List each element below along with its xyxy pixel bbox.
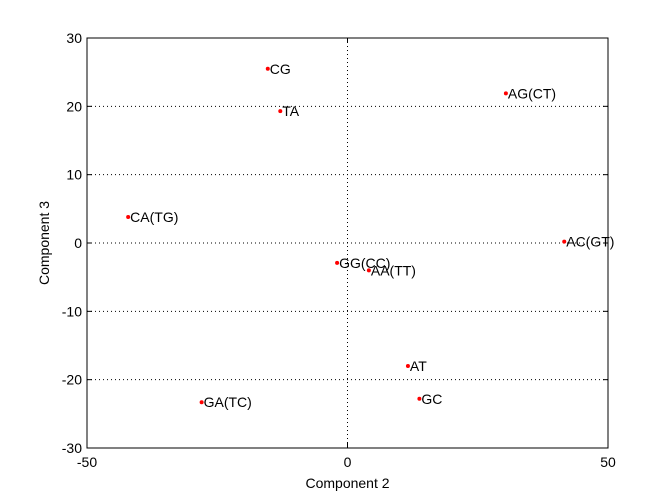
point-label: TA	[282, 103, 300, 119]
x-tick-label: -50	[77, 454, 97, 470]
tick-labels: -30 -20 -10 0 10 20 30 -50 0 50	[62, 30, 616, 470]
y-tick-label: -20	[62, 372, 82, 388]
y-axis-label: Component 3	[36, 201, 52, 285]
point-marker	[366, 268, 371, 273]
x-tick-label: 50	[600, 454, 616, 470]
data-point: AC(GT)	[562, 234, 614, 250]
point-marker	[265, 66, 270, 71]
point-marker	[417, 396, 422, 401]
point-marker	[405, 364, 410, 368]
y-tick-label: -30	[62, 440, 82, 456]
x-tick-label: 0	[344, 454, 352, 470]
point-marker	[278, 109, 283, 114]
grid-lines	[87, 38, 608, 448]
point-label: GG(CC)	[339, 255, 390, 271]
y-tick-label: -10	[62, 303, 82, 319]
point-label: AC(GT)	[566, 234, 614, 250]
data-point: GC	[417, 391, 442, 407]
y-tick-label: 10	[66, 167, 82, 183]
point-label: AT	[410, 358, 427, 374]
data-point: AT	[405, 358, 427, 374]
point-label: GA(TC)	[204, 394, 252, 410]
point-label: AA(TT)	[371, 262, 416, 278]
data-point: CG	[265, 61, 291, 77]
data-points: CG TA AG(CT) CA(TG) AC(GT) GG(CC)AA(TT) AT GC GA…	[126, 61, 614, 410]
point-marker	[335, 260, 340, 265]
point-label: AG(CT)	[508, 85, 556, 101]
point-marker	[503, 91, 508, 96]
point-marker	[199, 400, 204, 405]
data-point: CA(TG)	[126, 209, 178, 225]
y-tick-label: 30	[66, 30, 82, 46]
point-marker	[126, 215, 131, 220]
point-label: GC	[421, 391, 442, 407]
data-point: AG(CT)	[503, 85, 556, 101]
y-tick-label: 20	[66, 98, 82, 114]
y-tick-label: 0	[74, 235, 82, 251]
point-label: CG	[270, 61, 291, 77]
data-point: AA(TT)	[366, 262, 416, 278]
data-point: TA	[278, 103, 300, 119]
point-marker	[562, 239, 567, 244]
x-axis-label: Component 2	[305, 475, 389, 491]
data-point: GG(CC)	[335, 255, 390, 271]
data-point: GA(TC)	[199, 394, 252, 410]
point-label: CA(TG)	[130, 209, 178, 225]
axes	[86, 37, 609, 449]
